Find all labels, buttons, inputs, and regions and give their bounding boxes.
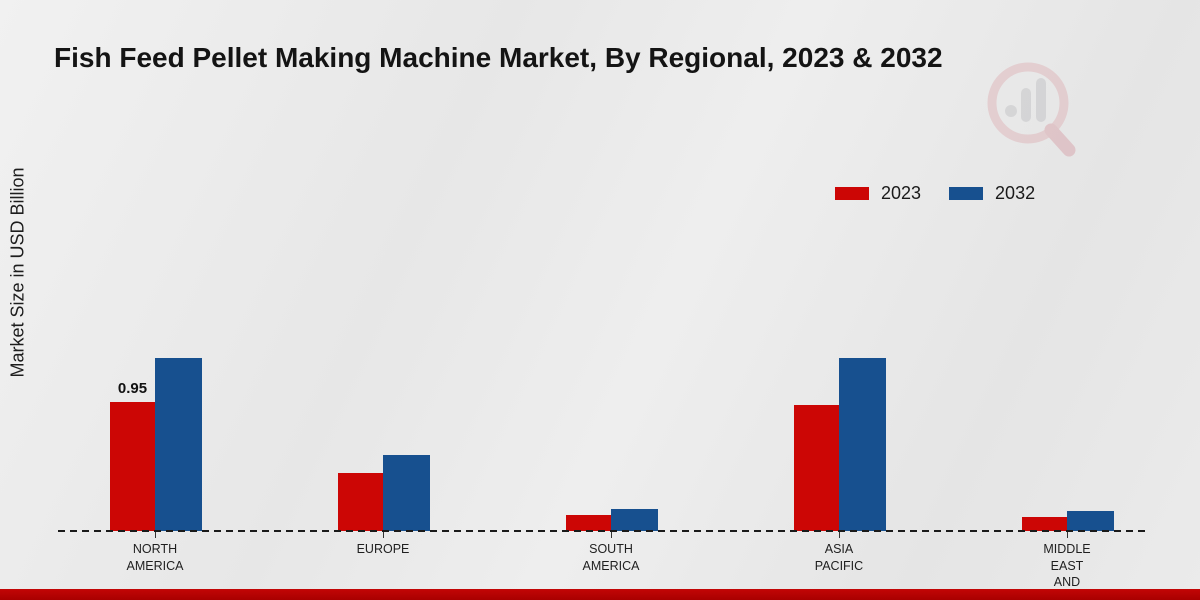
legend-swatch-2032 <box>949 187 984 200</box>
x-axis-tick-north-america <box>155 532 156 538</box>
logo-bar-short-icon <box>1021 88 1031 122</box>
x-axis-baseline <box>58 530 1148 532</box>
bar-2023-europe <box>338 473 383 531</box>
legend-item-2023: 2023 <box>835 183 921 204</box>
x-axis-tick-asia-pacific <box>839 532 840 538</box>
bar-value-label: 0.95 <box>117 380 148 397</box>
chart-legend: 2023 2032 <box>835 183 1035 204</box>
legend-item-2032: 2032 <box>949 183 1035 204</box>
bar-2032-middle-east-and-africa <box>1067 511 1114 531</box>
legend-label-2032: 2032 <box>995 183 1036 203</box>
bar-2023-north-america <box>110 402 155 531</box>
x-axis-tick-south-america <box>611 532 612 538</box>
magnifier-handle-icon <box>1044 123 1076 157</box>
legend-swatch-2023 <box>835 187 869 200</box>
x-axis-tick-europe <box>383 532 384 538</box>
logo-dot-icon <box>1005 105 1017 117</box>
footer-accent-bar <box>0 589 1200 600</box>
x-axis-label-europe: EUROPE <box>356 542 410 556</box>
bar-2023-asia-pacific <box>794 405 839 531</box>
x-axis-label-north-america: NORTH AMERICA <box>126 542 184 573</box>
bar-2023-south-america <box>566 515 611 531</box>
legend-label-2023: 2023 <box>881 183 922 203</box>
x-axis-tick-middle-east-and-africa <box>1067 532 1068 538</box>
chart-title: Fish Feed Pellet Making Machine Market, … <box>54 42 943 73</box>
bar-2032-asia-pacific <box>839 358 886 531</box>
magnifier-ring-icon <box>987 62 1069 144</box>
bar-2023-middle-east-and-africa <box>1022 517 1067 531</box>
x-axis-label-asia-pacific: ASIA PACIFIC <box>814 542 864 573</box>
logo-bar-tall-icon <box>1036 78 1046 122</box>
bar-2032-europe <box>383 455 430 531</box>
bar-2032-north-america <box>155 358 202 531</box>
watermark-logo-icon <box>987 62 1076 157</box>
x-axis-label-south-america: SOUTH AMERICA <box>582 542 640 573</box>
bar-2032-south-america <box>611 509 658 531</box>
